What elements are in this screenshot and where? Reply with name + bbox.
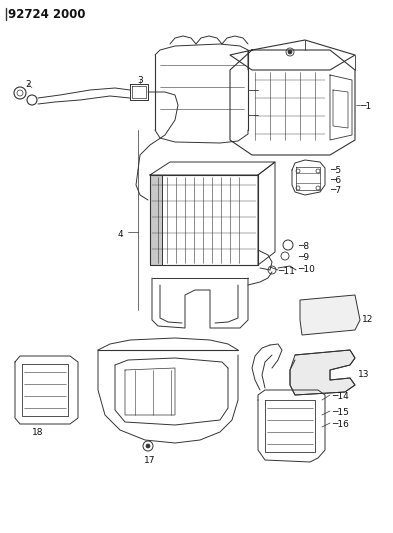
Text: 17: 17 [144,456,156,465]
Polygon shape [150,175,162,265]
Text: 13: 13 [358,370,369,379]
Text: ─15: ─15 [332,408,349,417]
Text: 4: 4 [118,230,124,239]
Text: 3: 3 [137,76,143,85]
Text: ─10: ─10 [298,265,315,274]
Circle shape [288,50,292,54]
Text: ─11: ─11 [278,267,295,276]
Text: 18: 18 [32,428,44,437]
Polygon shape [290,350,355,395]
Text: ─16: ─16 [332,420,349,429]
Circle shape [146,444,150,448]
Text: 92724 2000: 92724 2000 [8,8,86,21]
Text: ─7: ─7 [330,186,341,195]
Text: ─9: ─9 [298,253,309,262]
Text: ─6: ─6 [330,176,341,185]
Text: 2: 2 [25,80,31,89]
Text: ─5: ─5 [330,166,341,175]
Text: 12: 12 [362,315,373,324]
Text: ─1: ─1 [360,102,371,111]
Text: ─8: ─8 [298,242,309,251]
Polygon shape [300,295,360,335]
Text: ─14: ─14 [332,392,349,401]
